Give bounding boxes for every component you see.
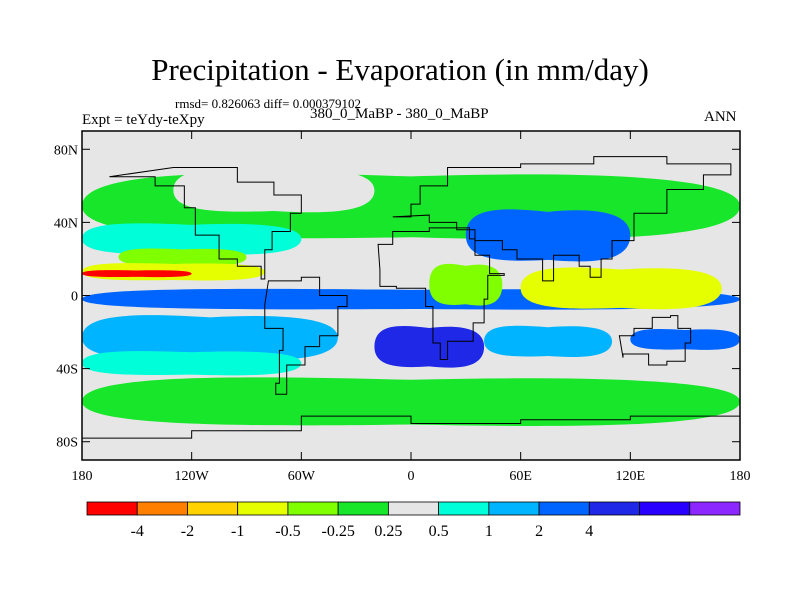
colorbar-swatch — [237, 501, 289, 516]
y-tick-label: 80N — [54, 143, 78, 158]
colorbar-swatch — [287, 501, 339, 516]
y-tick-label: 80S — [56, 436, 78, 451]
x-tick-label: 180 — [730, 469, 751, 484]
sh-midlat-green — [82, 377, 740, 427]
colorbar-swatch — [136, 501, 188, 516]
x-tick-label: 60E — [509, 469, 532, 484]
colorbar-label: 2 — [535, 523, 543, 540]
colorbar-label: -4 — [131, 523, 144, 540]
map-axes: 80N 40N 0 40S 80S 180 120W 60W 0 60E 120E 180 — [54, 130, 751, 484]
colorbar-label: 0.5 — [429, 523, 449, 540]
y-tick-label: 40N — [54, 216, 78, 231]
colorbar-swatch — [538, 501, 590, 516]
colorbar-label: 4 — [585, 523, 593, 540]
map-plot-area — [82, 131, 740, 460]
colorbar-swatch — [689, 501, 741, 516]
itcz-red-band — [82, 270, 192, 278]
sh-midlat-cyan — [82, 351, 302, 376]
y-tick-label: 0 — [71, 290, 78, 305]
nh-pacific-lightgreen — [118, 248, 247, 266]
antarctic-gray — [82, 428, 740, 460]
colorbar-swatch — [387, 501, 440, 516]
south-atlantic-blue — [374, 326, 485, 368]
y-tick-label: 40S — [56, 363, 78, 378]
x-tick-label: 60W — [288, 469, 316, 484]
colorbar-label: -1 — [231, 523, 244, 540]
colorbar-swatch — [86, 501, 138, 516]
africa-lightgreen — [429, 263, 503, 306]
colorbar-swatch — [639, 501, 691, 516]
south-america-outline — [264, 276, 348, 395]
colorbar-swatch — [187, 501, 239, 516]
north-america-outline — [109, 167, 302, 280]
asia-blue — [465, 209, 631, 262]
pacific-east-blue — [630, 329, 740, 350]
season-label: ANN — [704, 109, 737, 125]
colorbar: -4 -2 -1 -0.5 -0.25 0.25 0.5 1 2 4 — [86, 501, 741, 540]
colorbar-label: 0.25 — [374, 523, 402, 540]
colorbar-label: -2 — [181, 523, 194, 540]
nh-pacific-cyan — [82, 223, 302, 255]
sh-pacific-blue — [82, 315, 338, 361]
indian-sh-blue — [484, 325, 613, 357]
experiment-label: Expt = teYdy-teXpy — [82, 112, 205, 128]
colorbar-swatch — [488, 501, 540, 516]
colorbar-swatch — [588, 501, 640, 516]
colorbar-label: -0.25 — [321, 523, 354, 540]
colorbar-label: -0.5 — [275, 523, 300, 540]
indian-ocean-yellow — [520, 267, 722, 310]
x-tick-label: 0 — [408, 469, 415, 484]
colorbar-swatch — [438, 501, 490, 516]
colorbar-label: 1 — [485, 523, 493, 540]
colorbar-swatch — [337, 501, 389, 516]
stats-text: rmsd= 0.826063 diff= 0.000379102 — [175, 96, 361, 111]
eurasia-outline — [392, 156, 732, 282]
case-label: 380_0_MaBP - 380_0_MaBP — [310, 106, 489, 122]
x-tick-label: 120E — [616, 469, 646, 484]
plot-title: Precipitation - Evaporation (in mm/day) — [151, 52, 649, 87]
x-tick-label: 180 — [72, 469, 93, 484]
australia-outline — [618, 315, 692, 366]
x-tick-label: 120W — [175, 469, 210, 484]
